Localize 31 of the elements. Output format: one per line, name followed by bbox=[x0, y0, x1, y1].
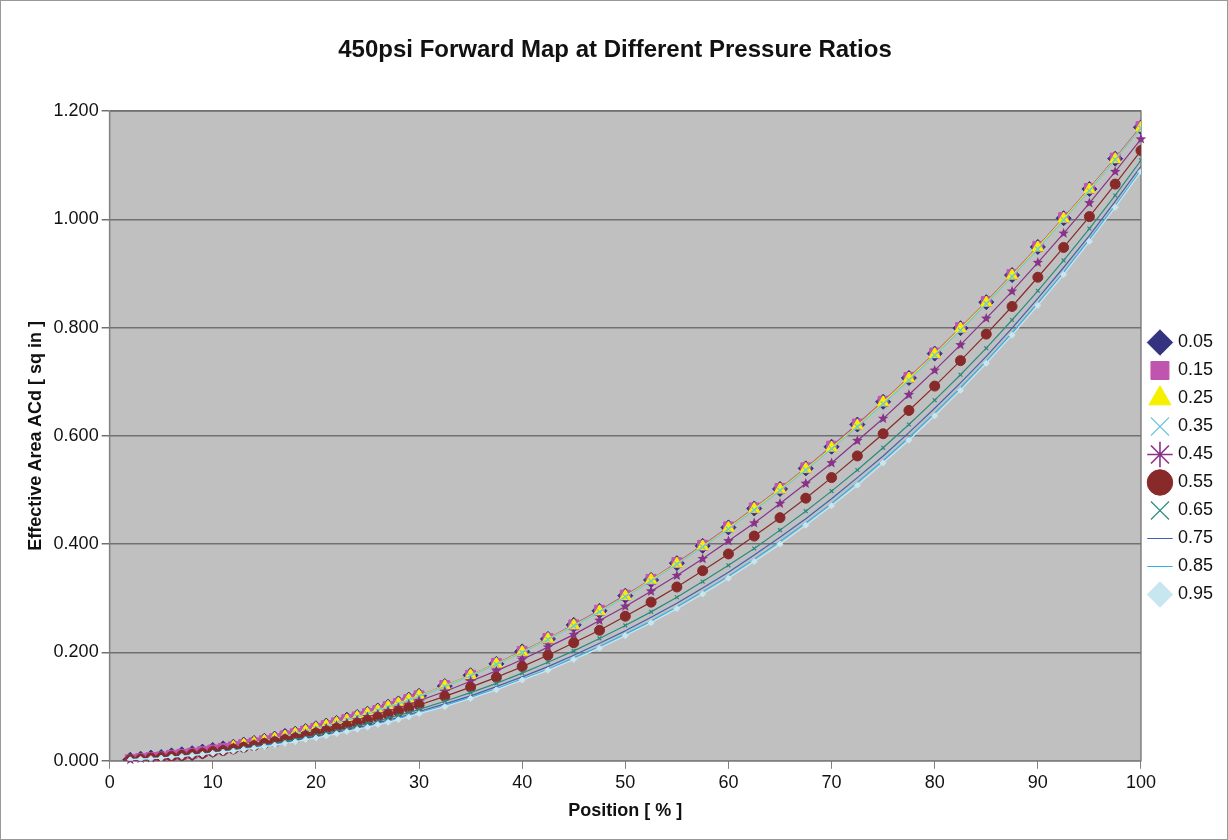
x-tick-label: 60 bbox=[718, 771, 739, 792]
x-tick-label: 50 bbox=[615, 771, 636, 792]
legend-label: 0.35 bbox=[1177, 415, 1214, 436]
y-tick-label: 1.200 bbox=[53, 99, 99, 120]
y-axis-title: Effective Area ACd [ sq in ] bbox=[24, 321, 45, 551]
y-tick-label: 0.800 bbox=[53, 316, 99, 337]
legend-label: 0.75 bbox=[1177, 527, 1214, 548]
x-tick-label: 10 bbox=[202, 771, 223, 792]
x-tick-label: 100 bbox=[1125, 771, 1156, 792]
legend-label: 0.15 bbox=[1177, 359, 1214, 380]
x-tick-label: 70 bbox=[821, 771, 842, 792]
legend-label: 0.45 bbox=[1177, 443, 1214, 464]
y-tick-label: 1.000 bbox=[53, 208, 99, 229]
y-tick-label: 0.000 bbox=[53, 749, 99, 770]
x-axis-title: Position [ % ] bbox=[568, 800, 683, 821]
x-tick-label: 40 bbox=[512, 771, 533, 792]
x-tick-label: 90 bbox=[1027, 771, 1048, 792]
x-tick-label: 20 bbox=[305, 771, 326, 792]
legend-label: 0.05 bbox=[1177, 331, 1214, 352]
y-tick-label: 0.200 bbox=[53, 641, 99, 662]
legend-label: 0.55 bbox=[1177, 471, 1214, 492]
y-tick-label: 0.600 bbox=[53, 424, 99, 445]
x-tick-label: 30 bbox=[409, 771, 430, 792]
legend-label: 0.95 bbox=[1177, 583, 1214, 604]
x-tick-label: 80 bbox=[924, 771, 945, 792]
legend-label: 0.25 bbox=[1177, 387, 1214, 408]
y-tick-label: 0.400 bbox=[53, 533, 99, 554]
x-tick-label: 0 bbox=[104, 771, 115, 792]
chart-title: 450psi Forward Map at Different Pressure Ratios bbox=[337, 35, 893, 63]
legend-label: 0.65 bbox=[1177, 499, 1214, 520]
legend-label: 0.85 bbox=[1177, 555, 1214, 576]
